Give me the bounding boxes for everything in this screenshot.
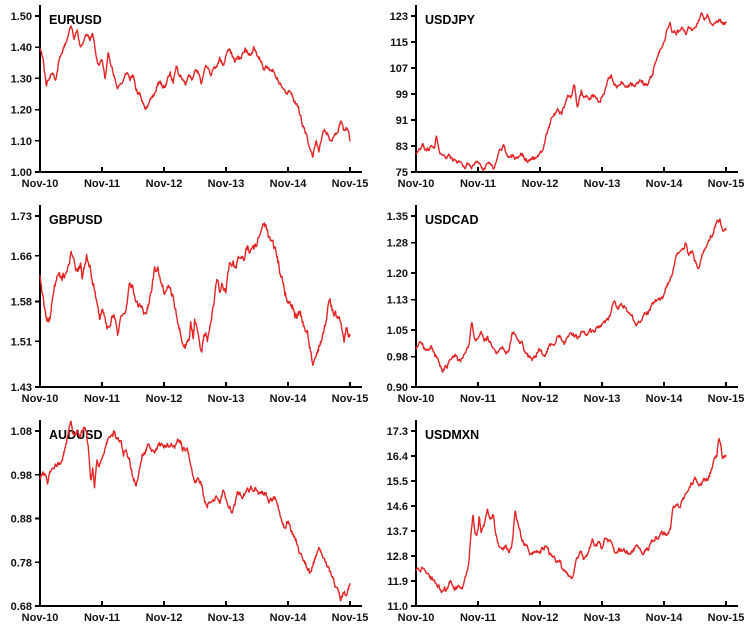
x-axis-tick-label: Nov-13 — [584, 393, 621, 405]
x-axis-tick-label: Nov-13 — [208, 612, 245, 624]
x-axis-tick-label: Nov-13 — [584, 178, 621, 190]
y-axis-tick-label: 1.28 — [387, 238, 408, 250]
y-axis-tick-label: 1.43 — [11, 382, 32, 394]
chart-usdjpy: 75 83 91 99 107 115 123 Nov-10 Nov-11 Nov-12 Nov-1… — [376, 0, 753, 200]
x-axis-tick-label: Nov-12 — [522, 393, 559, 405]
x-axis-tick-label: Nov-13 — [208, 178, 245, 190]
price-line-usdmxn — [415, 437, 727, 594]
y-axis-tick-label: 15.5 — [387, 476, 408, 488]
x-axis-tick-label: Nov-15 — [708, 612, 745, 624]
x-axis-tick-label: Nov-12 — [522, 612, 559, 624]
y-axis-tick-label: 0.68 — [11, 601, 32, 613]
x-axis-tick-label: Nov-15 — [332, 393, 369, 405]
x-axis-tick-label: Nov-13 — [584, 612, 621, 624]
y-axis-tick-label: 12.8 — [387, 551, 408, 563]
y-axis-tick-label: 1.00 — [11, 167, 32, 179]
price-line-audusd — [39, 420, 351, 602]
x-axis-tick-label: Nov-12 — [146, 612, 183, 624]
price-line-usdcad — [415, 218, 727, 373]
chart-eurusd: 1.00 1.10 1.20 1.30 1.40 1.50 Nov-10 Nov-11 Nov-… — [0, 0, 376, 200]
y-axis-tick-label: 0.78 — [11, 557, 32, 569]
x-axis-tick-label: Nov-14 — [270, 178, 308, 190]
x-axis-tick-label: Nov-10 — [398, 393, 435, 405]
price-line-gbpusd — [39, 222, 351, 367]
x-axis-tick-label: Nov-11 — [460, 612, 496, 624]
y-axis-tick-label: 11.9 — [387, 576, 408, 588]
x-axis-tick-label: Nov-14 — [646, 178, 684, 190]
chart-gbpusd: 1.43 1.51 1.58 1.66 1.73 Nov-10 Nov-11 Nov-12 No… — [0, 200, 376, 415]
y-axis-tick-label: 99 — [396, 89, 408, 101]
audusd-line-chart: 0.68 0.78 0.88 0.98 1.08 Nov-10 Nov-11 Nov-12 No… — [11, 420, 369, 624]
usdjpy-line-chart: 75 83 91 99 107 115 123 Nov-10 Nov-11 Nov-12 Nov-1… — [390, 5, 745, 190]
y-axis-tick-label: 75 — [396, 167, 408, 179]
y-axis-tick-label: 1.35 — [387, 211, 408, 223]
y-axis-tick-label: 1.40 — [11, 42, 32, 54]
x-axis-tick-label: Nov-15 — [332, 178, 369, 190]
y-axis-tick-label: 1.50 — [11, 11, 32, 23]
x-axis-tick-label: Nov-10 — [22, 612, 59, 624]
gbpusd-line-chart: 1.43 1.51 1.58 1.66 1.73 Nov-10 Nov-11 Nov-12 No… — [11, 205, 369, 405]
x-axis-tick-label: Nov-15 — [332, 612, 369, 624]
chart-title: USDCAD — [425, 213, 478, 227]
x-axis-tick-label: Nov-10 — [22, 393, 59, 405]
x-axis-tick-label: Nov-12 — [522, 178, 559, 190]
y-axis-tick-label: 1.51 — [11, 336, 32, 348]
usdmxn-line-chart: 11.0 11.9 12.8 13.7 14.6 15.5 16.4 17.3 Nov-10 No… — [387, 420, 745, 624]
y-axis-tick-label: 115 — [390, 37, 408, 49]
usdcad-line-chart: 0.90 0.98 1.05 1.13 1.20 1.28 1.35 Nov-10 Nov-11… — [387, 205, 745, 405]
y-axis-tick-label: 0.90 — [387, 382, 408, 394]
y-axis-tick-label: 0.98 — [11, 470, 32, 482]
y-axis-tick-label: 13.7 — [387, 526, 408, 538]
y-axis-tick-label: 1.05 — [387, 325, 408, 337]
x-axis-tick-label: Nov-15 — [708, 178, 745, 190]
chart-usdmxn: 11.0 11.9 12.8 13.7 14.6 15.5 16.4 17.3 Nov-10 No… — [376, 415, 753, 634]
y-axis-tick-label: 0.88 — [11, 514, 32, 526]
x-axis-tick-label: Nov-11 — [84, 178, 120, 190]
x-axis-tick-label: Nov-13 — [208, 393, 245, 405]
y-axis-tick-label: 11.0 — [387, 601, 408, 613]
y-axis-tick-label: 16.4 — [387, 451, 409, 463]
chart-title: GBPUSD — [49, 213, 102, 227]
x-axis-tick-label: Nov-11 — [84, 612, 120, 624]
x-axis-tick-label: Nov-10 — [398, 612, 435, 624]
y-axis-tick-label: 83 — [396, 141, 408, 153]
x-axis-tick-label: Nov-14 — [270, 612, 308, 624]
x-axis-tick-label: Nov-14 — [646, 612, 684, 624]
x-axis-tick-label: Nov-11 — [460, 393, 496, 405]
x-axis-tick-label: Nov-10 — [22, 178, 59, 190]
x-axis-tick-label: Nov-11 — [460, 178, 496, 190]
y-axis-tick-label: 17.3 — [387, 426, 408, 438]
y-axis-tick-label: 91 — [396, 115, 408, 127]
y-axis-tick-label: 1.10 — [11, 136, 32, 148]
x-axis-tick-label: Nov-12 — [146, 393, 183, 405]
x-axis-tick-label: Nov-10 — [398, 178, 435, 190]
eurusd-line-chart: 1.00 1.10 1.20 1.30 1.40 1.50 Nov-10 Nov-11 Nov-… — [11, 5, 369, 190]
x-axis-tick-label: Nov-14 — [270, 393, 308, 405]
y-axis-tick-label: 1.30 — [11, 73, 32, 85]
y-axis-tick-label: 1.73 — [11, 211, 32, 223]
chart-usdcad: 0.90 0.98 1.05 1.13 1.20 1.28 1.35 Nov-10 Nov-11… — [376, 200, 753, 415]
chart-title: USDJPY — [425, 13, 476, 27]
chart-title: USDMXN — [425, 428, 479, 442]
x-axis-tick-label: Nov-12 — [146, 178, 183, 190]
chart-audusd: 0.68 0.78 0.88 0.98 1.08 Nov-10 Nov-11 Nov-12 No… — [0, 415, 376, 634]
y-axis-tick-label: 123 — [390, 11, 408, 23]
y-axis-tick-label: 1.66 — [11, 251, 32, 263]
y-axis-tick-label: 107 — [390, 63, 408, 75]
y-axis-tick-label: 14.6 — [387, 501, 408, 513]
chart-title: EURUSD — [49, 13, 102, 27]
y-axis-tick-label: 1.13 — [387, 295, 408, 307]
x-axis-tick-label: Nov-11 — [84, 393, 120, 405]
x-axis-tick-label: Nov-15 — [708, 393, 745, 405]
y-axis-tick-label: 0.98 — [387, 352, 408, 364]
y-axis-tick-label: 1.20 — [11, 105, 32, 117]
price-line-usdjpy — [415, 11, 727, 172]
y-axis-tick-label: 1.58 — [11, 297, 32, 309]
y-axis-tick-label: 1.08 — [11, 426, 32, 438]
x-axis-tick-label: Nov-14 — [646, 393, 684, 405]
y-axis-tick-label: 1.20 — [387, 268, 408, 280]
price-line-eurusd — [39, 25, 351, 158]
